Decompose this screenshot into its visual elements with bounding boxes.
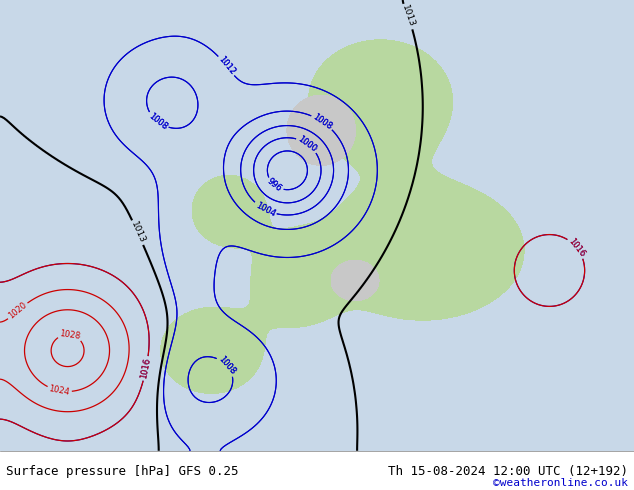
Text: 996: 996 [266, 177, 284, 194]
Text: 1020: 1020 [7, 301, 29, 321]
Text: 1008: 1008 [311, 112, 333, 131]
Text: 1016: 1016 [139, 357, 153, 380]
Text: 1008: 1008 [146, 111, 169, 131]
Text: 1012: 1012 [216, 55, 236, 77]
Text: 1004: 1004 [254, 200, 276, 219]
Text: 1013: 1013 [400, 4, 417, 29]
Text: 1000: 1000 [296, 134, 318, 154]
Text: 1013: 1013 [129, 220, 146, 245]
Text: 996: 996 [266, 177, 284, 194]
Text: 1012: 1012 [216, 55, 236, 77]
Text: 1000: 1000 [296, 134, 318, 154]
Text: 1016: 1016 [567, 237, 587, 259]
Text: 1016: 1016 [567, 237, 587, 259]
Text: Th 15-08-2024 12:00 UTC (12+192): Th 15-08-2024 12:00 UTC (12+192) [387, 465, 628, 478]
Text: 1028: 1028 [59, 329, 81, 341]
Text: 1004: 1004 [254, 200, 276, 219]
Text: 1016: 1016 [139, 357, 153, 380]
Text: 1008: 1008 [311, 112, 333, 131]
Text: ©weatheronline.co.uk: ©weatheronline.co.uk [493, 478, 628, 488]
Text: 1008: 1008 [217, 355, 237, 377]
Text: 1008: 1008 [217, 355, 237, 377]
Text: 1024: 1024 [48, 384, 70, 397]
Text: 1008: 1008 [146, 111, 169, 131]
Text: Surface pressure [hPa] GFS 0.25: Surface pressure [hPa] GFS 0.25 [6, 465, 239, 478]
